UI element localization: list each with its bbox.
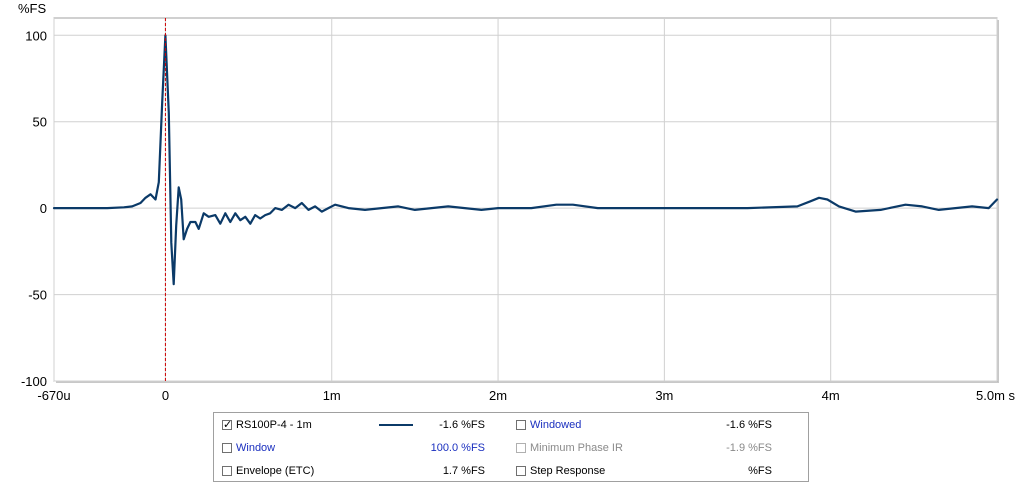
legend-series-value: -1.6 %FS xyxy=(439,419,485,431)
x-axis-labels: -670u 0 1m 2m 3m 4m 5.0m s xyxy=(37,388,1015,403)
y-tick-label: 100 xyxy=(25,28,47,43)
envelope-checkbox[interactable] xyxy=(222,466,232,476)
x-tick-label: -670u xyxy=(37,388,70,403)
step-response-label: Step Response xyxy=(530,465,606,477)
y-axis-title: %FS xyxy=(18,1,47,16)
windowed-value: -1.6 %FS xyxy=(726,419,772,431)
plot-area[interactable] xyxy=(53,17,998,382)
window-label: Window xyxy=(236,442,276,454)
window-checkbox[interactable] xyxy=(222,443,232,453)
envelope-value: 1.7 %FS xyxy=(442,465,485,477)
legend-item-minimum-phase[interactable]: Minimum Phase IR -1.9 %FS xyxy=(516,440,802,456)
step-response-checkbox[interactable] xyxy=(516,466,526,476)
y-tick-label: -100 xyxy=(21,374,47,389)
minimum-phase-label: Minimum Phase IR xyxy=(530,442,623,454)
x-tick-label: 3m xyxy=(655,388,673,403)
impulse-response-chart[interactable]: 100 50 0 -50 -100 -670u 0 1m 2m 3m 4m 5.0m s %FS xyxy=(0,0,1024,412)
legend-item-rs100p[interactable]: RS100P-4 - 1m -1.6 %FS xyxy=(222,417,492,433)
series-line xyxy=(52,34,999,286)
series-layer xyxy=(52,34,999,286)
envelope-label: Envelope (ETC) xyxy=(236,465,315,477)
minimum-phase-value: -1.9 %FS xyxy=(726,442,772,454)
x-tick-label: 1m xyxy=(323,388,341,403)
y-tick-label: -50 xyxy=(28,288,47,303)
windowed-checkbox[interactable] xyxy=(516,420,526,430)
legend-item-envelope[interactable]: Envelope (ETC) 1.7 %FS xyxy=(222,463,492,479)
step-response-value: %FS xyxy=(748,465,772,477)
x-tick-label: 0 xyxy=(162,388,169,403)
y-axis-labels: 100 50 0 -50 -100 xyxy=(21,28,47,389)
legend-item-step-response[interactable]: Step Response %FS xyxy=(516,463,802,479)
window-value: 100.0 %FS xyxy=(430,442,485,454)
series-line-swatch xyxy=(379,424,413,426)
y-tick-label: 50 xyxy=(33,115,47,130)
minimum-phase-checkbox[interactable] xyxy=(516,443,526,453)
x-tick-label: 5.0m s xyxy=(976,388,1016,403)
legend-item-window[interactable]: Window 100.0 %FS xyxy=(222,440,492,456)
y-tick-label: 0 xyxy=(40,201,47,216)
x-tick-label: 2m xyxy=(489,388,507,403)
windowed-label: Windowed xyxy=(530,419,582,431)
x-tick-label: 4m xyxy=(822,388,840,403)
rs100p-checkbox[interactable] xyxy=(222,417,232,433)
legend-panel: RS100P-4 - 1m -1.6 %FS Windowed -1.6 %FS… xyxy=(213,412,809,482)
legend-item-windowed[interactable]: Windowed -1.6 %FS xyxy=(516,417,802,433)
legend-series-label: RS100P-4 - 1m xyxy=(236,419,312,431)
